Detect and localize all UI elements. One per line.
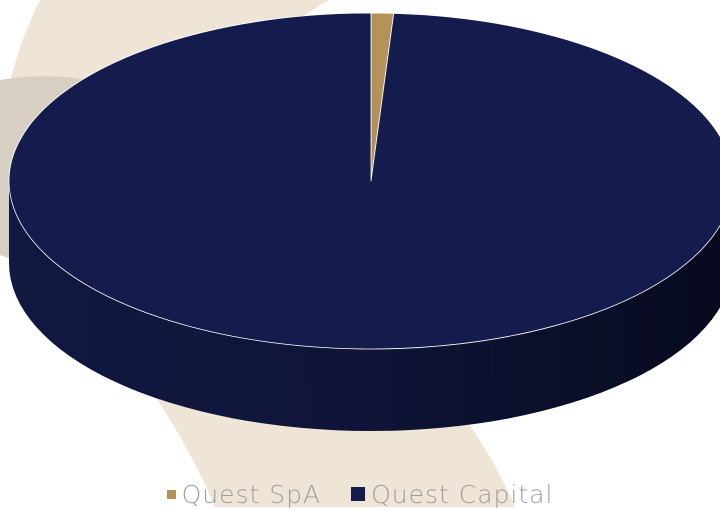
pie-side-quest-capital — [9, 181, 720, 431]
pie-sides — [9, 181, 720, 431]
legend-swatch-quest-capital — [351, 487, 366, 501]
legend: Quest SpA Quest Capital — [0, 478, 720, 510]
legend-item-quest-capital[interactable]: Quest Capital — [351, 482, 553, 507]
legend-swatch-quest-spa — [166, 489, 176, 499]
pie-slice-quest-capital — [8, 12, 720, 350]
pie-top — [8, 12, 720, 350]
legend-item-quest-spa[interactable]: Quest SpA — [166, 479, 322, 509]
legend-label-quest-capital: Quest Capital — [371, 479, 554, 509]
legend-label-quest-spa: Quest SpA — [181, 479, 322, 509]
